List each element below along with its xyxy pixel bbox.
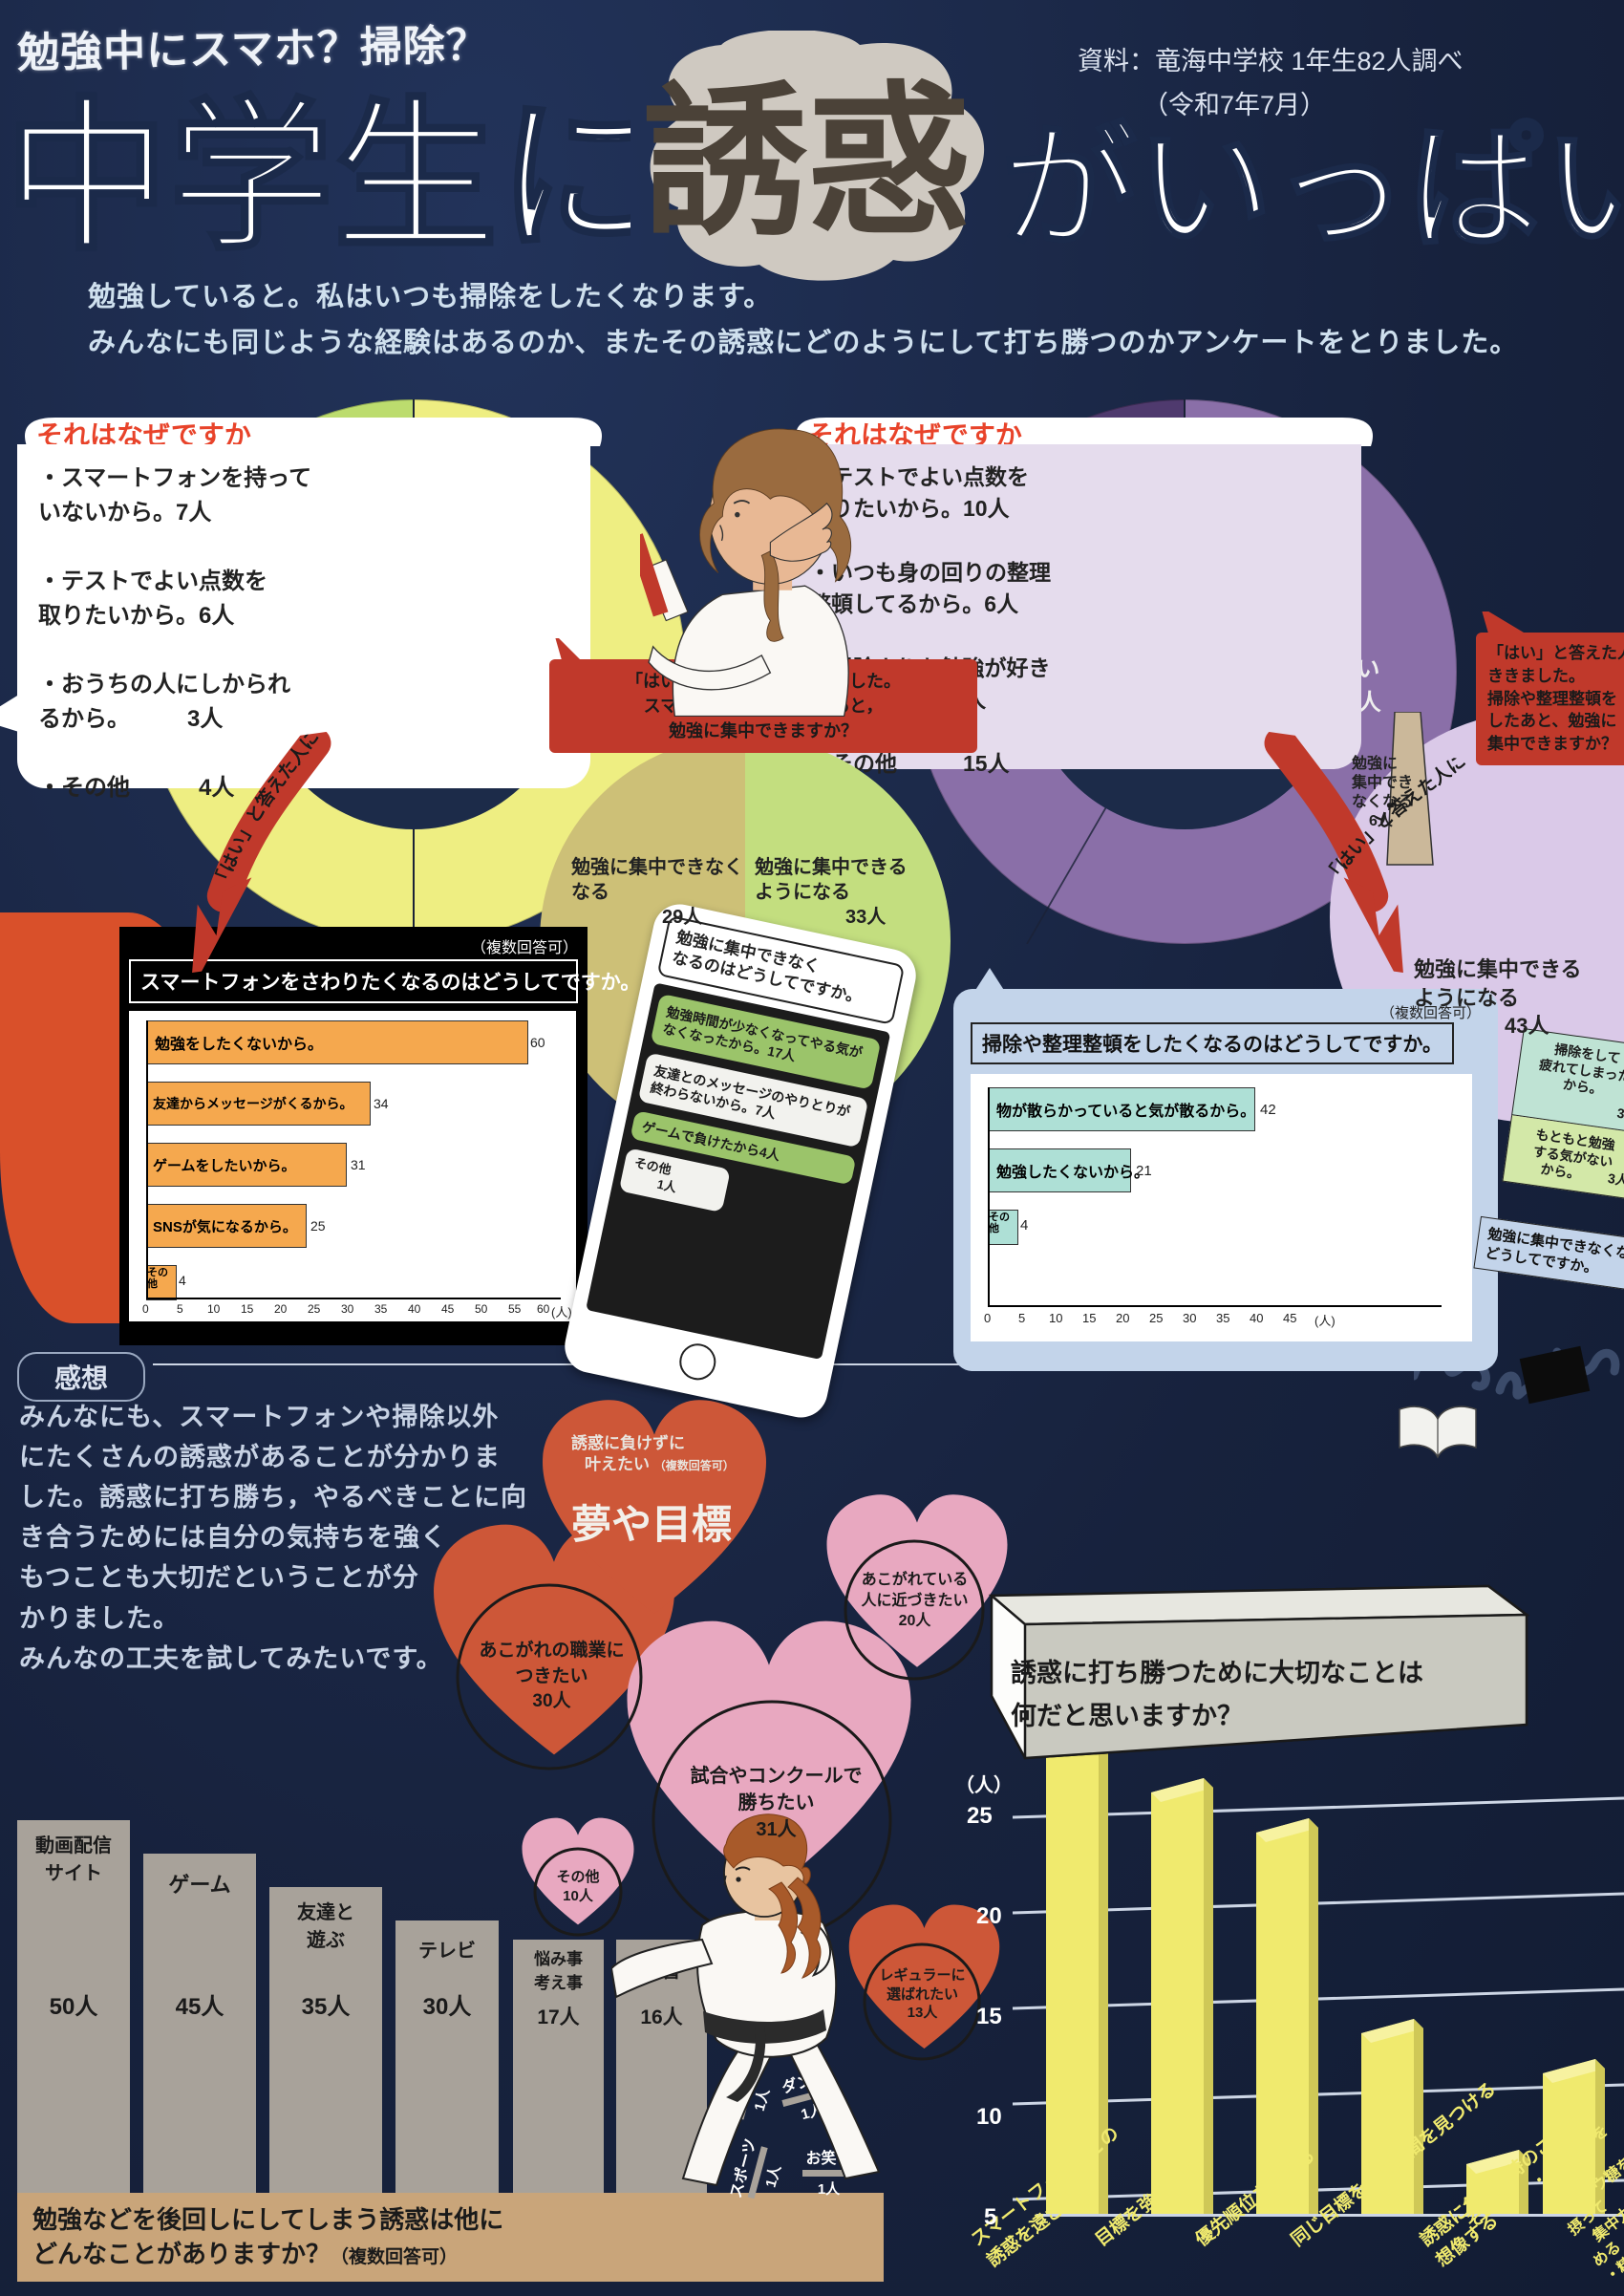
- svg-text:誘惑に打ち勝つために大切なことは: 誘惑に打ち勝つために大切なことは: [1011, 1659, 1423, 1687]
- svg-text:何だと思いますか？: 何だと思いますか？: [1011, 1702, 1243, 1730]
- svg-text:誘惑: 誘惑: [643, 71, 972, 252]
- svg-text:中学生には: 中学生には: [5, 86, 630, 269]
- svg-text:がいっぱい: がいっぱい: [1001, 113, 1624, 265]
